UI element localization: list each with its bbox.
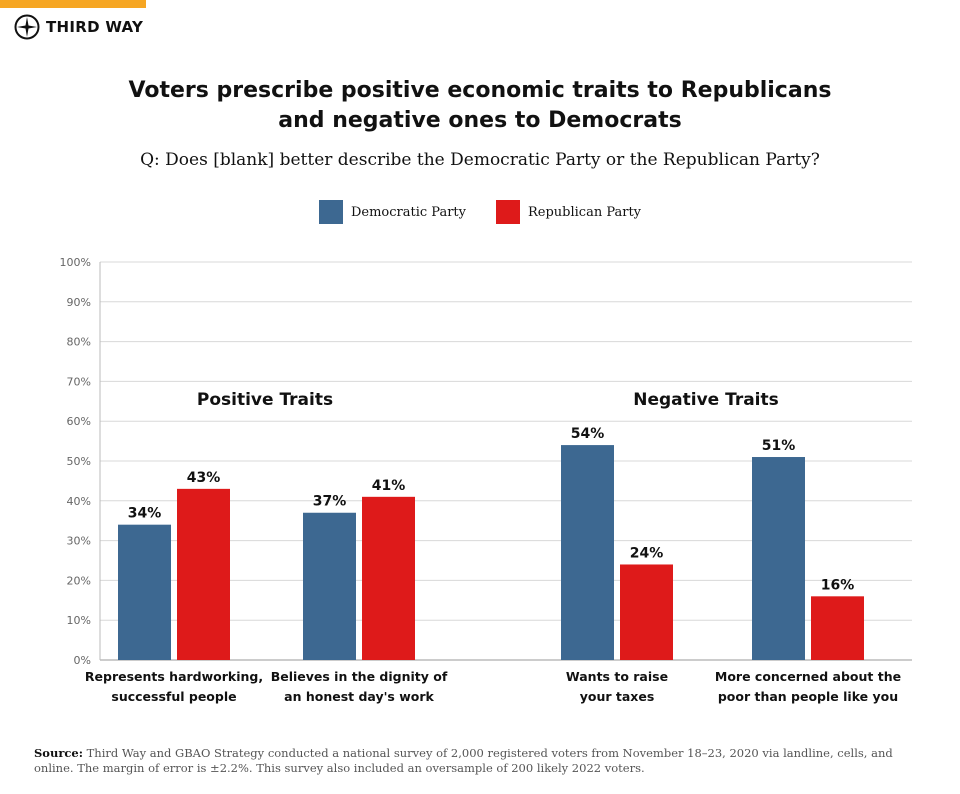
source-note: Source: Third Way and GBAO Strategy cond… — [34, 746, 924, 776]
bar-democratic — [561, 445, 614, 660]
data-label: 54% — [571, 426, 605, 442]
legend-swatch-republican — [495, 200, 520, 224]
group-label: Negative Traits — [633, 390, 779, 410]
category-label: poor than people like you — [718, 689, 898, 704]
legend-item-republican: Republican Party — [495, 200, 642, 224]
compass-icon — [14, 14, 40, 40]
group-label: Positive Traits — [197, 390, 333, 410]
category-label: More concerned about the — [715, 669, 901, 684]
data-label: 16% — [821, 577, 855, 593]
data-label: 24% — [630, 545, 664, 561]
third-way-logo: THIRD WAY — [14, 14, 143, 40]
y-tick-label: 50% — [67, 455, 91, 468]
bar-republican — [811, 596, 864, 660]
category-label: Represents hardworking, — [85, 669, 263, 684]
source-label: Source: — [34, 746, 83, 760]
y-tick-label: 10% — [67, 614, 91, 627]
data-label: 34% — [128, 506, 162, 522]
brand-name: THIRD WAY — [46, 18, 144, 36]
y-tick-label: 20% — [67, 574, 91, 587]
bar-republican — [177, 488, 230, 660]
bar-democratic — [752, 457, 805, 660]
y-tick-label: 30% — [67, 535, 91, 548]
category-label: successful people — [111, 689, 236, 704]
y-tick-label: 70% — [67, 375, 91, 388]
source-text: Third Way and GBAO Strategy conducted a … — [34, 746, 893, 775]
legend-label: Republican Party — [527, 204, 642, 220]
category-label: Wants to raise — [566, 669, 668, 684]
bar-democratic — [303, 512, 356, 660]
data-label: 37% — [313, 494, 347, 510]
legend-item-democratic: Democratic Party — [318, 200, 466, 224]
title-line-2: and negative ones to Democrats — [278, 108, 682, 133]
category-label: your taxes — [580, 689, 655, 704]
bar-republican — [362, 496, 415, 660]
chart-subtitle: Q: Does [blank] better describe the Demo… — [140, 150, 820, 170]
data-label: 51% — [762, 438, 796, 454]
accent-bar — [0, 0, 146, 8]
category-label: an honest day's work — [284, 689, 434, 704]
data-label: 43% — [187, 470, 221, 486]
y-tick-label: 0% — [74, 654, 91, 667]
legend-label: Democratic Party — [350, 204, 466, 220]
y-tick-label: 100% — [60, 256, 91, 269]
y-tick-label: 80% — [67, 336, 91, 349]
y-tick-label: 90% — [67, 296, 91, 309]
bar-democratic — [118, 524, 171, 660]
legend: Democratic Party Republican Party — [0, 200, 960, 224]
y-tick-label: 60% — [67, 415, 91, 428]
title-line-1: Voters prescribe positive economic trait… — [128, 78, 832, 103]
chart-title: Voters prescribe positive economic trait… — [0, 76, 960, 136]
bar-chart: 0% 10% 20% 30% 40% 50% 60% 70% 80% 90% 100% 34% 43% R… — [60, 256, 912, 704]
y-tick-label: 40% — [67, 495, 91, 508]
data-label: 41% — [372, 478, 406, 494]
legend-swatch-democratic — [318, 200, 343, 224]
category-label: Believes in the dignity of — [271, 669, 448, 684]
bar-republican — [620, 564, 673, 660]
